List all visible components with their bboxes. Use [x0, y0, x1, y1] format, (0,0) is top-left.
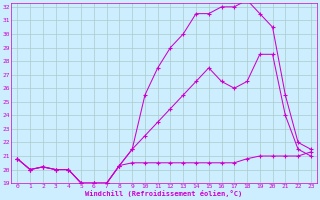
X-axis label: Windchill (Refroidissement éolien,°C): Windchill (Refroidissement éolien,°C): [85, 190, 243, 197]
